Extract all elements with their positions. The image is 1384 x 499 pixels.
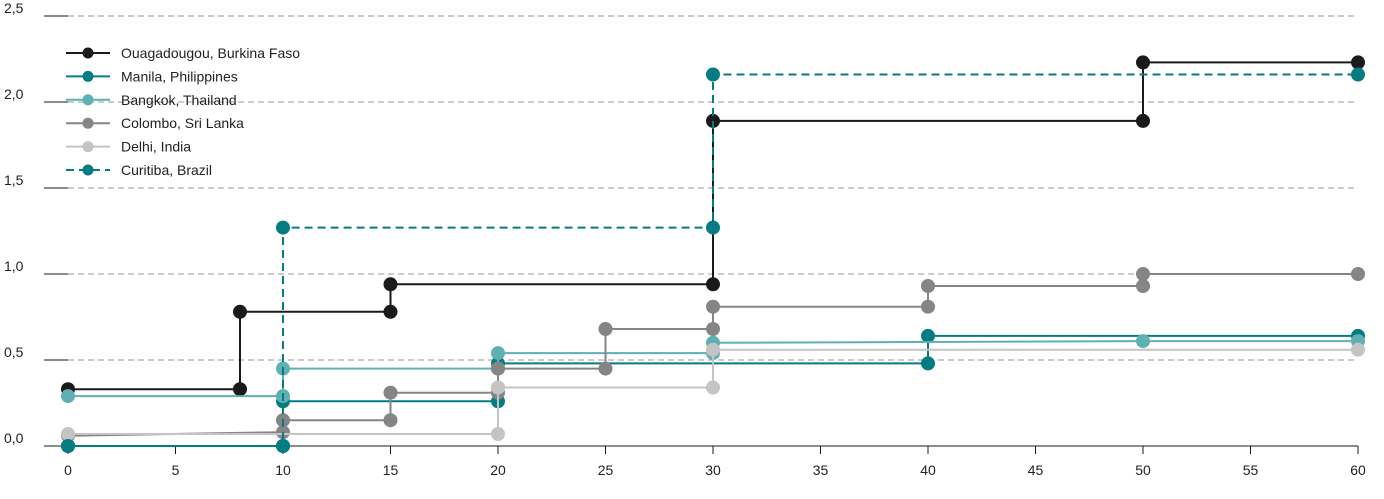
- data-point: [276, 220, 290, 235]
- data-point: [921, 328, 935, 343]
- data-point: [921, 279, 935, 293]
- series-line: [68, 61, 1358, 391]
- legend-item: Ouagadougou, Burkina Faso: [66, 45, 300, 61]
- legend-item: Delhi, India: [66, 139, 191, 155]
- y-tick-label: 1,0: [4, 258, 24, 274]
- legend-marker: [82, 47, 94, 59]
- legend-item: Manila, Philippines: [66, 68, 238, 84]
- y-tick-label: 0,5: [4, 344, 24, 360]
- data-point: [491, 346, 505, 361]
- legend-label: Bangkok, Thailand: [121, 92, 237, 108]
- data-point: [383, 304, 398, 319]
- data-point: [61, 439, 75, 453]
- data-point: [598, 361, 613, 376]
- data-point: [706, 342, 720, 357]
- x-tick-label: 0: [64, 462, 72, 478]
- data-point: [491, 380, 505, 395]
- legend-marker: [82, 117, 94, 129]
- x-tick-label: 5: [172, 462, 180, 478]
- data-point: [61, 427, 75, 441]
- data-point: [706, 67, 720, 82]
- legend-label: Ouagadougou, Burkina Faso: [121, 45, 300, 61]
- y-tick-label: 1,5: [4, 172, 24, 188]
- legend-label: Curitiba, Brazil: [121, 162, 212, 178]
- series-4: [61, 342, 1365, 441]
- data-point: [233, 382, 247, 397]
- legend-label: Delhi, India: [121, 139, 191, 155]
- data-point: [706, 220, 720, 235]
- x-tick-label: 10: [275, 462, 291, 478]
- data-point: [1136, 113, 1150, 128]
- data-point: [276, 439, 290, 453]
- data-point: [1351, 342, 1365, 357]
- data-point: [706, 322, 720, 336]
- series-5: [61, 67, 1365, 453]
- x-tick-label: 45: [1028, 462, 1044, 478]
- data-point: [598, 322, 613, 336]
- data-point: [1351, 55, 1365, 70]
- data-point: [1351, 67, 1365, 82]
- x-tick-label: 40: [920, 462, 936, 478]
- data-point: [706, 299, 720, 314]
- x-tick-label: 60: [1350, 462, 1366, 478]
- data-point: [1136, 279, 1150, 293]
- legend-marker: [82, 94, 94, 106]
- data-point: [1136, 267, 1150, 281]
- data-point: [1351, 267, 1365, 281]
- y-tick-label: 0,0: [4, 430, 24, 446]
- x-tick-label: 30: [705, 462, 721, 478]
- data-point: [233, 304, 247, 319]
- data-point: [1136, 334, 1150, 349]
- legend-label: Manila, Philippines: [121, 68, 238, 84]
- series-line: [68, 73, 1358, 447]
- data-point: [491, 361, 505, 376]
- series-lines: [61, 55, 1365, 453]
- legend: Ouagadougou, Burkina Faso Manila, Philipp…: [66, 45, 300, 178]
- data-point: [921, 356, 935, 371]
- data-point: [706, 113, 720, 128]
- legend-item: Curitiba, Brazil: [66, 162, 212, 178]
- x-tick-label: 50: [1135, 462, 1151, 478]
- x-tick-label: 35: [813, 462, 829, 478]
- legend-label: Colombo, Sri Lanka: [121, 115, 244, 131]
- series-line: [68, 348, 1358, 435]
- y-tick-label: 2,5: [4, 0, 24, 16]
- legend-marker: [82, 70, 94, 82]
- data-point: [61, 389, 75, 404]
- data-point: [706, 277, 720, 292]
- x-tick-label: 15: [383, 462, 399, 478]
- data-point: [491, 427, 505, 441]
- legend-item: Colombo, Sri Lanka: [66, 115, 244, 131]
- legend-marker: [82, 164, 94, 176]
- x-tick-label: 55: [1243, 462, 1259, 478]
- data-point: [921, 299, 935, 314]
- legend-item: Bangkok, Thailand: [66, 92, 237, 108]
- series-line: [67, 273, 1358, 437]
- data-point: [383, 385, 398, 400]
- legend-marker: [82, 141, 94, 153]
- data-point: [1136, 55, 1150, 70]
- data-point: [706, 380, 720, 395]
- x-tick-label: 20: [490, 462, 506, 478]
- data-point: [383, 413, 398, 428]
- data-point: [383, 277, 398, 292]
- x-tick-label: 25: [598, 462, 614, 478]
- y-tick-label: 2,0: [4, 86, 24, 102]
